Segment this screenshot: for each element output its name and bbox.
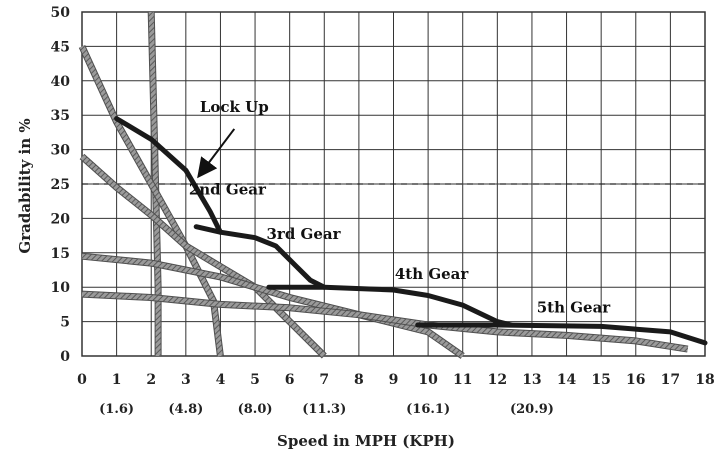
kph-label: (1.6) (99, 402, 134, 417)
y-tick-label: 50 (51, 5, 71, 21)
x-tick-label: 8 (354, 372, 364, 388)
gear-curve-4 (415, 322, 708, 346)
y-tick-label: 20 (51, 211, 71, 227)
x-tick-label: 11 (453, 372, 472, 388)
kph-labels: (1.6) (4.8) (8.0) (11.3) (16.1) (20.9) (99, 402, 554, 417)
y-tick-label: 0 (60, 349, 70, 365)
kph-label: (8.0) (238, 402, 273, 417)
x-tick-label: 3 (181, 372, 191, 388)
gear-curve-1 (114, 116, 223, 235)
x-tick-labels: 0 1 2 3 4 5 6 7 8 9 10 11 12 13 14 15 16 17 18 (77, 372, 715, 388)
gear-annotation: 5th Gear (537, 299, 612, 317)
resistance-curves (78, 11, 689, 359)
kph-label: (16.1) (406, 402, 450, 417)
kph-label: (4.8) (168, 402, 203, 417)
gear-curve-2 (193, 224, 327, 290)
x-tick-label: 12 (488, 372, 507, 388)
gear-annotation: 2nd Gear (189, 180, 267, 198)
x-tick-label: 17 (661, 372, 680, 388)
y-tick-label: 30 (51, 143, 71, 159)
x-tick-label: 10 (418, 372, 438, 388)
x-tick-label: 1 (112, 372, 122, 388)
x-tick-label: 2 (146, 372, 156, 388)
y-tick-label: 45 (51, 39, 70, 55)
resistance-curve-3 (80, 154, 327, 358)
annotations: Lock Up 2nd Gear 3rd Gear 4th Gear 5th Gear (189, 98, 611, 317)
x-tick-label: 5 (250, 372, 260, 388)
y-tick-labels: 0 5 10 15 20 25 30 35 40 45 50 (51, 5, 71, 365)
kph-label: (20.9) (510, 402, 554, 417)
resistance-curve-5 (81, 291, 689, 352)
x-axis-title: Speed in MPH (KPH) (277, 432, 455, 450)
kph-label: (11.3) (302, 402, 346, 417)
y-tick-label: 25 (51, 177, 70, 193)
gear-curve-3 (266, 284, 514, 328)
x-tick-label: 16 (626, 372, 645, 388)
resistance-curve-4 (81, 253, 465, 359)
gear-curves (114, 116, 708, 346)
y-tick-label: 35 (51, 108, 70, 124)
x-tick-label: 4 (216, 372, 226, 388)
gear-annotation: 3rd Gear (266, 225, 341, 243)
y-axis-title: Gradability in % (16, 118, 34, 253)
x-tick-label: 18 (695, 372, 714, 388)
x-tick-label: 7 (319, 372, 329, 388)
x-tick-label: 9 (389, 372, 399, 388)
x-tick-label: 15 (591, 372, 610, 388)
y-tick-label: 5 (60, 315, 70, 331)
x-tick-label: 14 (557, 372, 577, 388)
x-tick-label: 13 (522, 372, 541, 388)
x-tick-label: 6 (285, 372, 295, 388)
resistance-curve-2 (79, 45, 223, 357)
gear-annotation: 4th Gear (395, 265, 470, 283)
y-tick-label: 10 (51, 280, 71, 296)
x-tick-label: 0 (77, 372, 87, 388)
gear-annotation: Lock Up (200, 98, 269, 116)
lockup-arrow (197, 128, 236, 179)
y-tick-label: 40 (51, 74, 71, 90)
y-tick-label: 15 (51, 246, 70, 262)
